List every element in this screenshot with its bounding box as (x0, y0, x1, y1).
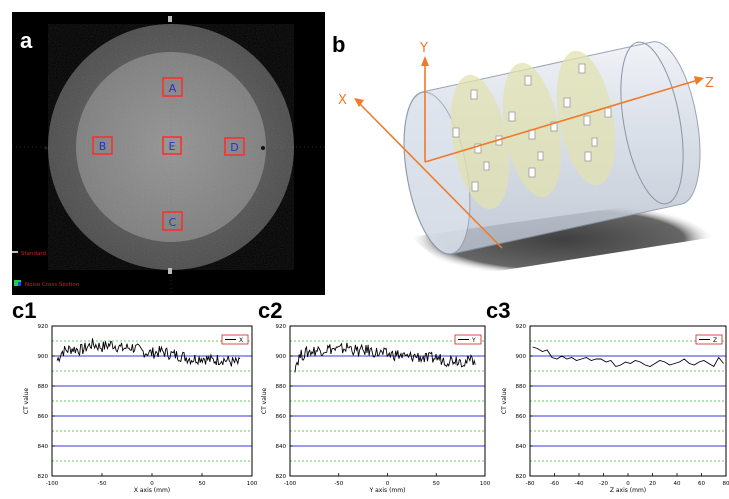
cylinder-shadow (410, 202, 715, 277)
cylinder-diagram: Y Z X (338, 41, 715, 277)
y-tick-label: 860 (38, 414, 49, 420)
series-line (294, 342, 476, 373)
x-tick-label: -100 (46, 481, 59, 487)
x-axis-arrow (354, 98, 364, 107)
x-tick-label: -80 (526, 481, 535, 487)
panel-label-c1: c1 (12, 298, 37, 323)
y-tick-label: 840 (38, 444, 49, 450)
x-tick-label: -20 (599, 481, 608, 487)
ct-overlay-noise: Noise Cross Section (25, 282, 80, 288)
x-axis-label: X axis (mm) (134, 487, 170, 494)
y-tick-label: 920 (38, 324, 49, 330)
x-axis-line (357, 101, 503, 249)
y-tick-label: 880 (276, 384, 287, 390)
y-tick-label: 900 (38, 354, 49, 360)
x-tick-label: -50 (98, 481, 107, 487)
insert-disk-1 (450, 74, 510, 210)
roi-c-label: C (169, 216, 177, 229)
roi-a: A (162, 77, 183, 97)
chart-c1: 920 900 880 860 840 820-100 -50 0 50 100 X axis (m… (23, 324, 258, 494)
y-tick-label: 820 (38, 474, 49, 480)
roi-e-label: E (169, 140, 176, 153)
chart-c2: 920 900 880 860 840 820-100 -50 0 50 100 Y axis (m… (261, 324, 491, 494)
x-tick-label: 60 (698, 481, 705, 487)
roi-e: E (162, 136, 182, 155)
x-tick-label: -60 (550, 481, 559, 487)
x-axis-label: Z axis (mm) (610, 487, 646, 494)
x-tick-label: 50 (433, 481, 440, 487)
ct-image-panel: A B E D C Standard Noise Cross Section a (12, 12, 325, 295)
z-axis-label: Z (705, 76, 714, 91)
y-tick-label: 860 (276, 414, 287, 420)
panel-label-a: a (20, 28, 33, 53)
inserts (452, 63, 612, 192)
coordinate-axes (357, 62, 699, 249)
panel-label-c2: c2 (258, 298, 283, 323)
y-axis-arrow (421, 56, 429, 66)
y-tick-label: 820 (516, 474, 527, 480)
y-tick-label: 900 (276, 354, 287, 360)
y-axis-label: CT value (501, 388, 508, 414)
y-tick-label: 880 (38, 384, 49, 390)
chart-c3: 920 900 880 860 840 820-80 -60 -40 -20 0 20 40 60 80 Z… (501, 324, 729, 494)
x-tick-label: 0 (626, 481, 630, 487)
x-axis-label: Y axis (mm) (369, 487, 406, 494)
x-tick-label: -100 (284, 481, 297, 487)
x-tick-label: 20 (649, 481, 656, 487)
chart-c1-panel: c1 920 900 880 860 840 820 -100 -50 0 50 100 X axis… (0, 296, 260, 496)
chart-c2-panel: c2 920 900 880 860 840 820 -100 -50 0 50 100 Y axis… (250, 296, 491, 496)
roi-b: B (92, 136, 113, 155)
panel-label-b: b (332, 32, 346, 57)
panel-label-c3: c3 (486, 298, 511, 323)
roi-a-label: A (169, 82, 177, 95)
y-tick-label: 860 (516, 414, 527, 420)
diagram-3d-panel: b (330, 12, 729, 295)
series-line (532, 346, 724, 368)
y-tick-label: 920 (276, 324, 287, 330)
x-tick-label: 100 (480, 481, 491, 487)
y-tick-label: 920 (516, 324, 527, 330)
series-line (56, 338, 241, 367)
y-tick-label: 840 (276, 444, 287, 450)
legend-label: Z (713, 337, 717, 344)
x-tick-label: 40 (674, 481, 681, 487)
x-tick-label: -50 (334, 481, 343, 487)
y-axis-label: CT value (23, 388, 30, 414)
y-tick-label: 900 (516, 354, 527, 360)
x-tick-label: -40 (575, 481, 584, 487)
roi-d: D (224, 137, 245, 156)
z-axis-line (424, 79, 699, 163)
legend-label: X (239, 337, 243, 344)
x-axis-label: X (338, 93, 347, 108)
y-tick-label: 820 (276, 474, 287, 480)
y-axis-label: Y (419, 41, 428, 56)
x-tick-label: 0 (150, 481, 154, 487)
roi-c: C (162, 211, 183, 231)
cylinder-back-cap (620, 41, 684, 205)
ct-overlay-swatch (14, 280, 21, 286)
x-tick-label: 100 (247, 481, 258, 487)
y-tick-label: 880 (516, 384, 527, 390)
y-axis-label: CT value (261, 388, 268, 414)
legend-label: Y (471, 337, 476, 344)
chart-c3-panel: c3 920 900 880 860 840 820 -80 -60 -40 -20 0 20 40 60… (480, 296, 729, 496)
z-axis-arrow (694, 76, 704, 85)
roi-d-label: D (230, 141, 238, 154)
x-tick-label: 80 (723, 481, 729, 487)
y-tick-label: 840 (516, 444, 527, 450)
x-tick-label: 50 (199, 481, 206, 487)
ct-image: A B E D C Standard Noise Cross Section (12, 12, 325, 295)
roi-b-label: B (99, 140, 107, 153)
ct-overlay-standard: Standard (21, 251, 46, 257)
x-tick-label: 0 (386, 481, 390, 487)
